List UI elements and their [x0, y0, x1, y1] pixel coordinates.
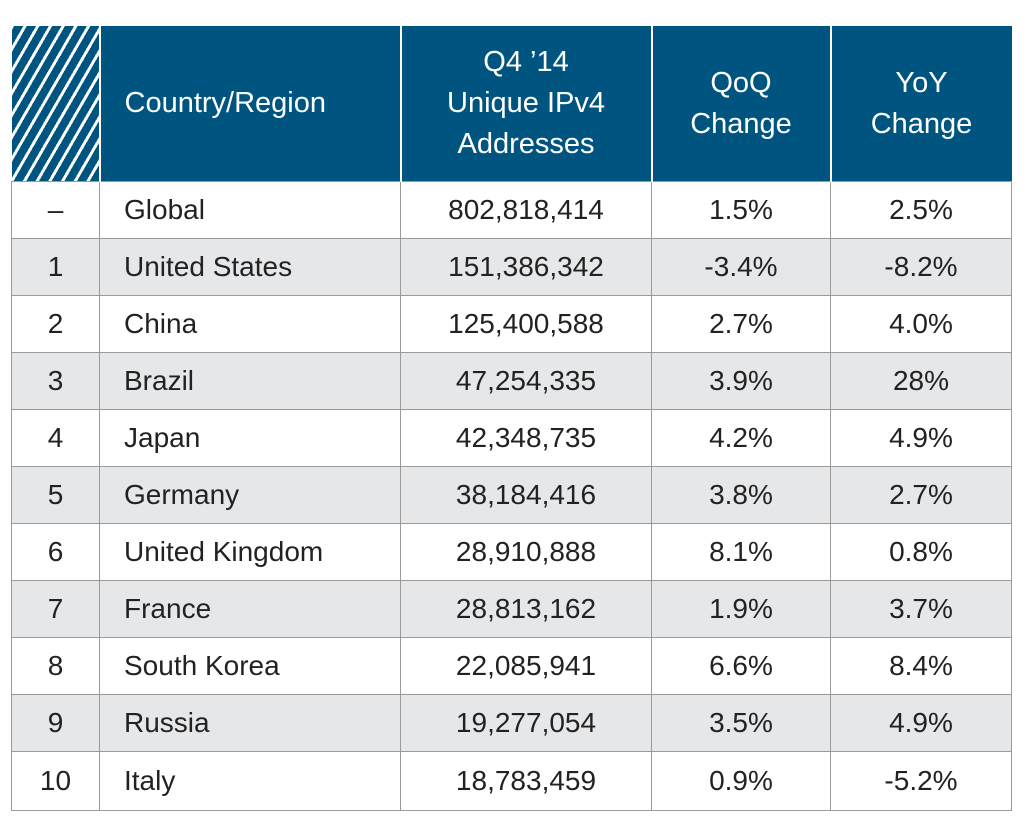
qoq-cell: 8.1%: [651, 523, 831, 581]
addresses-cell: 18,783,459: [400, 751, 652, 811]
addresses-cell: 802,818,414: [400, 181, 652, 239]
header-addresses-line-1: Q4 ’14: [483, 46, 569, 78]
table-row: 7 France 28,813,162 1.9% 3.7%: [11, 580, 1012, 638]
table-row: 8 South Korea 22,085,941 6.6% 8.4%: [11, 637, 1012, 695]
qoq-cell: 6.6%: [651, 637, 831, 695]
header-addresses-line-3: Addresses: [457, 128, 595, 160]
rank-cell: 6: [11, 523, 100, 581]
table-row: 1 United States 151,386,342 -3.4% -8.2%: [11, 238, 1012, 296]
qoq-cell: 0.9%: [651, 751, 831, 811]
table-row: 10 Italy 18,783,459 0.9% -5.2%: [11, 751, 1012, 811]
region-cell: France: [99, 580, 401, 638]
rank-cell: –: [11, 181, 100, 239]
addresses-cell: 47,254,335: [400, 352, 652, 410]
region-cell: Global: [99, 181, 401, 239]
qoq-cell: 1.5%: [651, 181, 831, 239]
qoq-cell: 3.8%: [651, 466, 831, 524]
region-cell: Germany: [99, 466, 401, 524]
region-cell: Italy: [99, 751, 401, 811]
yoy-cell: 4.0%: [830, 295, 1012, 353]
yoy-cell: 2.7%: [830, 466, 1012, 524]
region-cell: United States: [99, 238, 401, 296]
addresses-cell: 28,813,162: [400, 580, 652, 638]
region-cell: South Korea: [99, 637, 401, 695]
header-region: Country/Region: [98, 26, 401, 182]
header-qoq: QoQ Change: [650, 26, 831, 182]
yoy-cell: 2.5%: [830, 181, 1012, 239]
rank-cell: 3: [11, 352, 100, 410]
rank-cell: 5: [11, 466, 100, 524]
header-yoy-line-1: YoY: [895, 66, 948, 99]
header-row: Country/Region Q4 ’14 Unique IPv4 Addres…: [11, 26, 1012, 182]
table-row: – Global 802,818,414 1.5% 2.5%: [11, 181, 1012, 239]
region-cell: Japan: [99, 409, 401, 467]
addresses-cell: 125,400,588: [400, 295, 652, 353]
table-row: 9 Russia 19,277,054 3.5% 4.9%: [11, 694, 1012, 752]
yoy-cell: 0.8%: [830, 523, 1012, 581]
header-yoy-line-2: Change: [870, 107, 973, 140]
addresses-cell: 19,277,054: [400, 694, 652, 752]
header-qoq-line-2: Change: [690, 107, 792, 140]
rank-cell: 9: [11, 694, 100, 752]
qoq-cell: 4.2%: [651, 409, 831, 467]
table-row: 6 United Kingdom 28,910,888 8.1% 0.8%: [11, 523, 1012, 581]
rank-cell: 2: [11, 295, 100, 353]
region-cell: China: [99, 295, 401, 353]
region-cell: Brazil: [99, 352, 401, 410]
yoy-cell: -8.2%: [830, 238, 1012, 296]
qoq-cell: 1.9%: [651, 580, 831, 638]
rank-cell: 10: [11, 751, 100, 811]
header-yoy: YoY Change: [829, 26, 1012, 182]
ipv4-table: Country/Region Q4 ’14 Unique IPv4 Addres…: [11, 26, 1012, 811]
yoy-cell: 3.7%: [830, 580, 1012, 638]
header-addresses-line-2: Unique IPv4: [447, 87, 605, 119]
region-cell: United Kingdom: [99, 523, 401, 581]
yoy-cell: -5.2%: [830, 751, 1012, 811]
qoq-cell: -3.4%: [651, 238, 831, 296]
addresses-cell: 22,085,941: [400, 637, 652, 695]
header-addresses: Q4 ’14 Unique IPv4 Addresses: [399, 26, 652, 182]
qoq-cell: 2.7%: [651, 295, 831, 353]
addresses-cell: 42,348,735: [400, 409, 652, 467]
table-row: 2 China 125,400,588 2.7% 4.0%: [11, 295, 1012, 353]
yoy-cell: 8.4%: [830, 637, 1012, 695]
rank-cell: 7: [11, 580, 100, 638]
addresses-cell: 28,910,888: [400, 523, 652, 581]
rank-cell: 4: [11, 409, 100, 467]
yoy-cell: 28%: [830, 352, 1012, 410]
hatch-pattern-icon: [11, 26, 99, 181]
yoy-cell: 4.9%: [830, 694, 1012, 752]
region-cell: Russia: [99, 694, 401, 752]
qoq-cell: 3.5%: [651, 694, 831, 752]
yoy-cell: 4.9%: [830, 409, 1012, 467]
addresses-cell: 38,184,416: [400, 466, 652, 524]
hatch-corner-cell: [11, 26, 100, 182]
table-row: 3 Brazil 47,254,335 3.9% 28%: [11, 352, 1012, 410]
rank-cell: 1: [11, 238, 100, 296]
qoq-cell: 3.9%: [651, 352, 831, 410]
table-row: 5 Germany 38,184,416 3.8% 2.7%: [11, 466, 1012, 524]
table-row: 4 Japan 42,348,735 4.2% 4.9%: [11, 409, 1012, 467]
addresses-cell: 151,386,342: [400, 238, 652, 296]
rank-cell: 8: [11, 637, 100, 695]
header-qoq-line-1: QoQ: [710, 66, 772, 99]
